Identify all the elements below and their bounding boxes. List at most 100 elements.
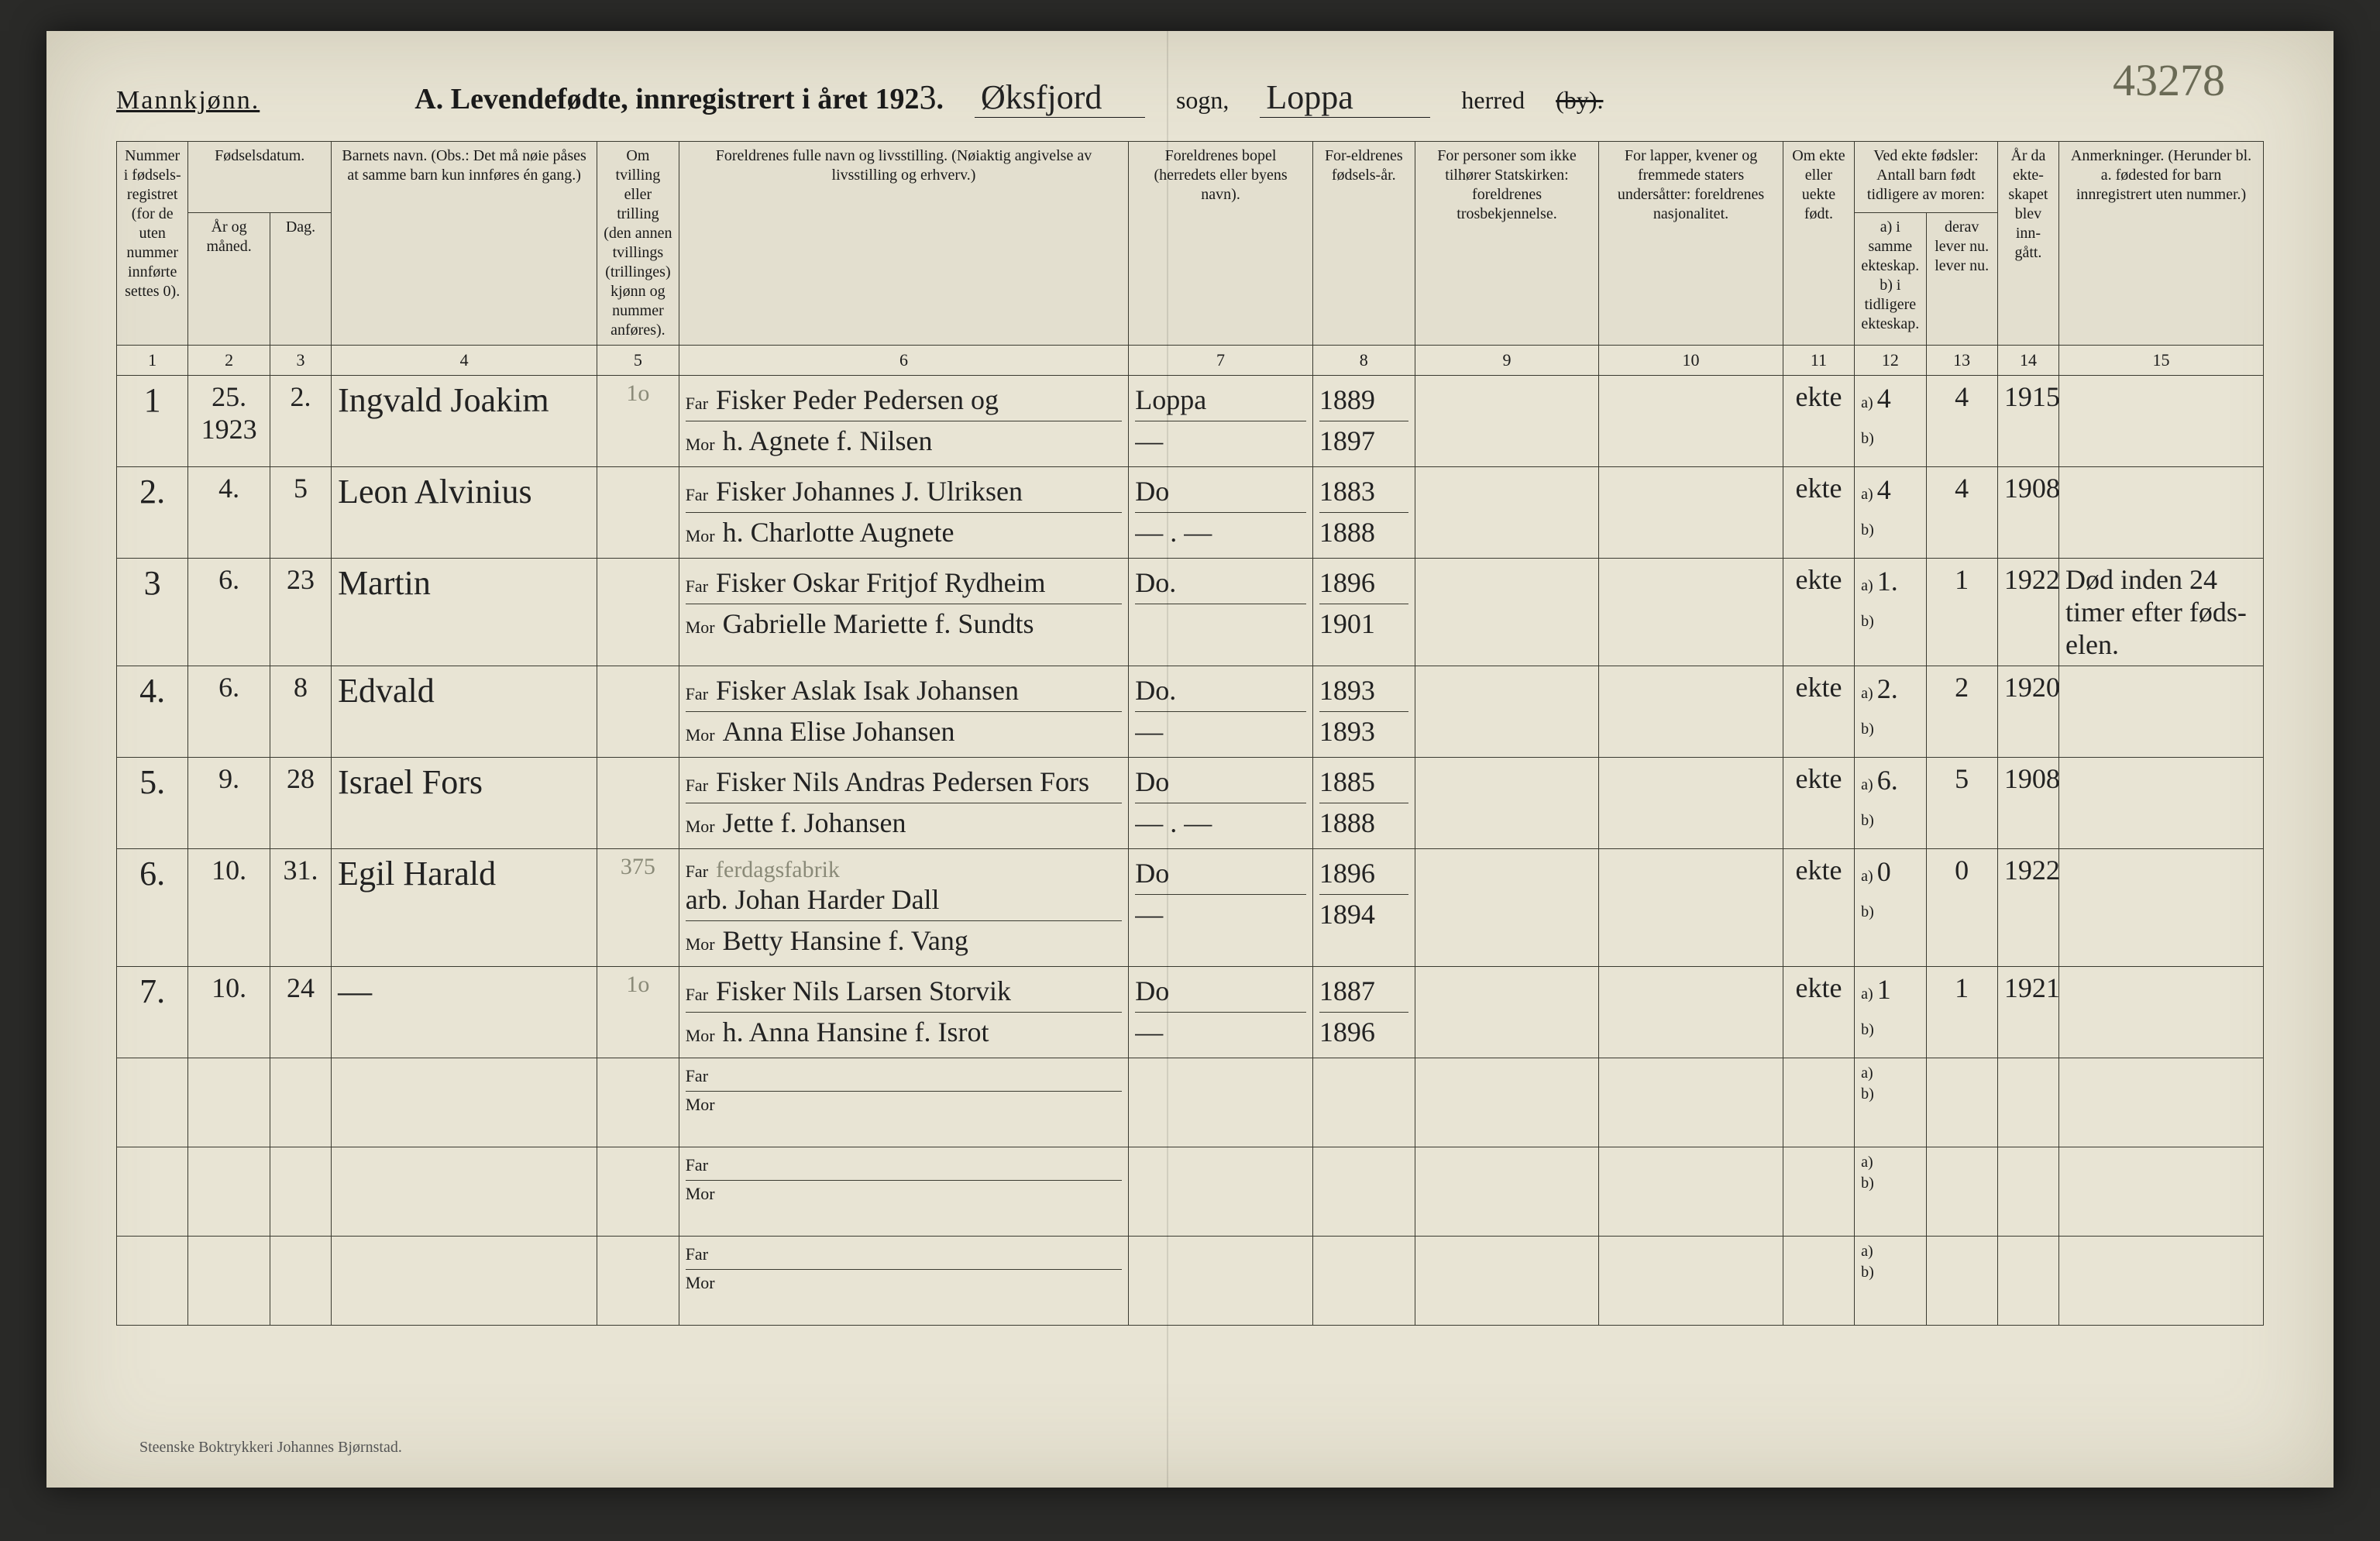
table-head: Nummer i fødsels-registret (for de uten …	[117, 142, 2264, 376]
table-row-blank: Far Mor a) b)	[117, 1058, 2264, 1147]
year-far: 1896	[1319, 858, 1375, 889]
col-2b-header: Dag.	[270, 213, 331, 346]
entry-year-month: 6.	[218, 672, 239, 703]
married-year: 1920	[2004, 672, 2060, 703]
colnum: 14	[1997, 346, 2058, 376]
mother-text: h. Agnete f. Nilsen	[723, 425, 933, 456]
father-line: Far	[686, 1152, 1123, 1181]
col-12-group-header: Ved ekte fødsler: Antall barn født tidli…	[1855, 142, 1998, 213]
child-name: Edvald	[338, 672, 435, 710]
child-name: Israel Fors	[338, 763, 483, 801]
col-4-header: Barnets navn. (Obs.: Det må nøie påses a…	[332, 142, 597, 346]
bopel-far: Do	[1135, 766, 1169, 797]
ab-b: b)	[1861, 889, 1919, 925]
ekte-value: ekte	[1795, 381, 1842, 412]
entry-day: 2.	[290, 381, 311, 412]
mother-text: h. Anna Hansine f. Isrot	[723, 1016, 989, 1047]
twin-mark: 1o	[626, 380, 649, 406]
far-label: Far	[686, 394, 708, 413]
entry-day: 28	[287, 763, 315, 794]
bopel-mor: —	[1135, 425, 1163, 456]
colnum: 12	[1855, 346, 1926, 376]
corner-page-mark: 43278	[2113, 54, 2225, 106]
lever-value: 1	[1955, 564, 1969, 595]
mor-label: Mor	[686, 817, 715, 836]
mother-text: Jette f. Johansen	[723, 807, 906, 838]
entry-number: 2.	[139, 473, 165, 511]
page-header: Mannkjønn. A. Levendefødte, innregistrer…	[116, 77, 2264, 118]
mother-line: MorGabrielle Mariette f. Sundts	[686, 604, 1123, 645]
entry-number: 3	[144, 564, 161, 602]
child-name: Egil Harald	[338, 855, 496, 893]
ab-b: b)	[1861, 798, 1919, 834]
mor-label: Mor	[686, 617, 715, 637]
col-2a-header: År og måned.	[188, 213, 270, 346]
gender-label: Mannkjønn.	[116, 86, 260, 115]
by-label-struck: (by).	[1556, 86, 1603, 115]
col10-cell	[1599, 967, 1783, 1058]
twin-mark: 375	[621, 854, 655, 879]
entry-day: 24	[287, 972, 315, 1003]
title-period: .	[936, 83, 944, 115]
mother-text: Betty Hansine f. Vang	[723, 925, 968, 956]
child-name: Ingvald Joakim	[338, 381, 549, 419]
col10-cell	[1599, 376, 1783, 467]
table-row-blank: Far Mor a) b)	[117, 1237, 2264, 1326]
entry-day: 23	[287, 564, 315, 595]
colnum: 15	[2059, 346, 2264, 376]
mother-line: Mor h. Anna Hansine f. Isrot	[686, 1013, 1123, 1053]
father-line: Far	[686, 1063, 1123, 1092]
ab-b: b)	[1861, 707, 1919, 742]
bopel-mor: —	[1135, 899, 1163, 930]
year-handwritten: 3	[919, 78, 936, 116]
father-line: Far Fisker Johannes J. Ulriksen	[686, 472, 1123, 513]
bopel-far: Loppa	[1135, 384, 1206, 415]
entry-year-month: 9.	[218, 763, 239, 794]
child-name: —	[338, 972, 372, 1010]
ab-a: a) 4	[1861, 472, 1919, 507]
entry-number: 5.	[139, 763, 165, 801]
sogn-value: Øksfjord	[975, 77, 1145, 118]
title-prefix: A. Levendefødte, innregistrert i året 19…	[414, 83, 919, 115]
year-far: 1889	[1319, 384, 1375, 415]
mor-label: Mor	[686, 1026, 715, 1045]
father-text: Fisker Oskar Fritjof Rydheim	[716, 567, 1046, 598]
year-mor: 1888	[1319, 517, 1375, 548]
entry-number: 1	[144, 381, 161, 419]
far-label: Far	[686, 485, 708, 504]
col-15-header: Anmerkninger. (Herunder bl. a. fødested …	[2059, 142, 2264, 346]
ekte-value: ekte	[1795, 855, 1842, 886]
lever-value: 2	[1955, 672, 1969, 703]
lever-value: 4	[1955, 473, 1969, 504]
father-text: Fisker Nils Larsen Storvik	[716, 975, 1011, 1006]
bopel-far: Do	[1135, 975, 1169, 1006]
entry-day: 8	[294, 672, 308, 703]
col-6-header: Foreldrenes fulle navn og livsstilling. …	[679, 142, 1129, 346]
col9-cell	[1415, 559, 1599, 666]
entry-year-month: 10.	[212, 855, 246, 886]
twin-mark: 1o	[626, 972, 649, 997]
book-spine	[1167, 31, 1168, 1488]
mother-text: h. Charlotte Augnete	[723, 517, 954, 548]
father-line: FarFisker Peder Pedersen og	[686, 380, 1123, 421]
lever-value: 5	[1955, 763, 1969, 794]
year-far: 1887	[1319, 975, 1375, 1006]
col9-cell	[1415, 666, 1599, 758]
mor-label: Mor	[686, 526, 715, 545]
father-text: Fisker Johannes J. Ulriksen	[716, 476, 1023, 507]
year-far: 1893	[1319, 675, 1375, 706]
far-label: Far	[686, 776, 708, 795]
married-year: 1908	[2004, 763, 2060, 794]
mother-line: Mor	[686, 1092, 1123, 1120]
col9-cell	[1415, 467, 1599, 559]
table-row: 1 25. 1923 2. Ingvald Joakim 1o FarFiske…	[117, 376, 2264, 467]
bopel-far: Do	[1135, 476, 1169, 507]
table-row: 6. 10. 31. Egil Harald 375 Farferdagsfab…	[117, 849, 2264, 967]
father-line: FarFisker Nils Larsen Storvik	[686, 972, 1123, 1013]
married-year: 1921	[2004, 972, 2060, 1003]
bopel-mor: —	[1135, 1016, 1163, 1047]
page-title: A. Levendefødte, innregistrert i året 19…	[414, 77, 944, 117]
mor-label: Mor	[686, 435, 715, 454]
far-label: Far	[686, 684, 708, 703]
father-line: FarFisker Oskar Fritjof Rydheim	[686, 563, 1123, 604]
